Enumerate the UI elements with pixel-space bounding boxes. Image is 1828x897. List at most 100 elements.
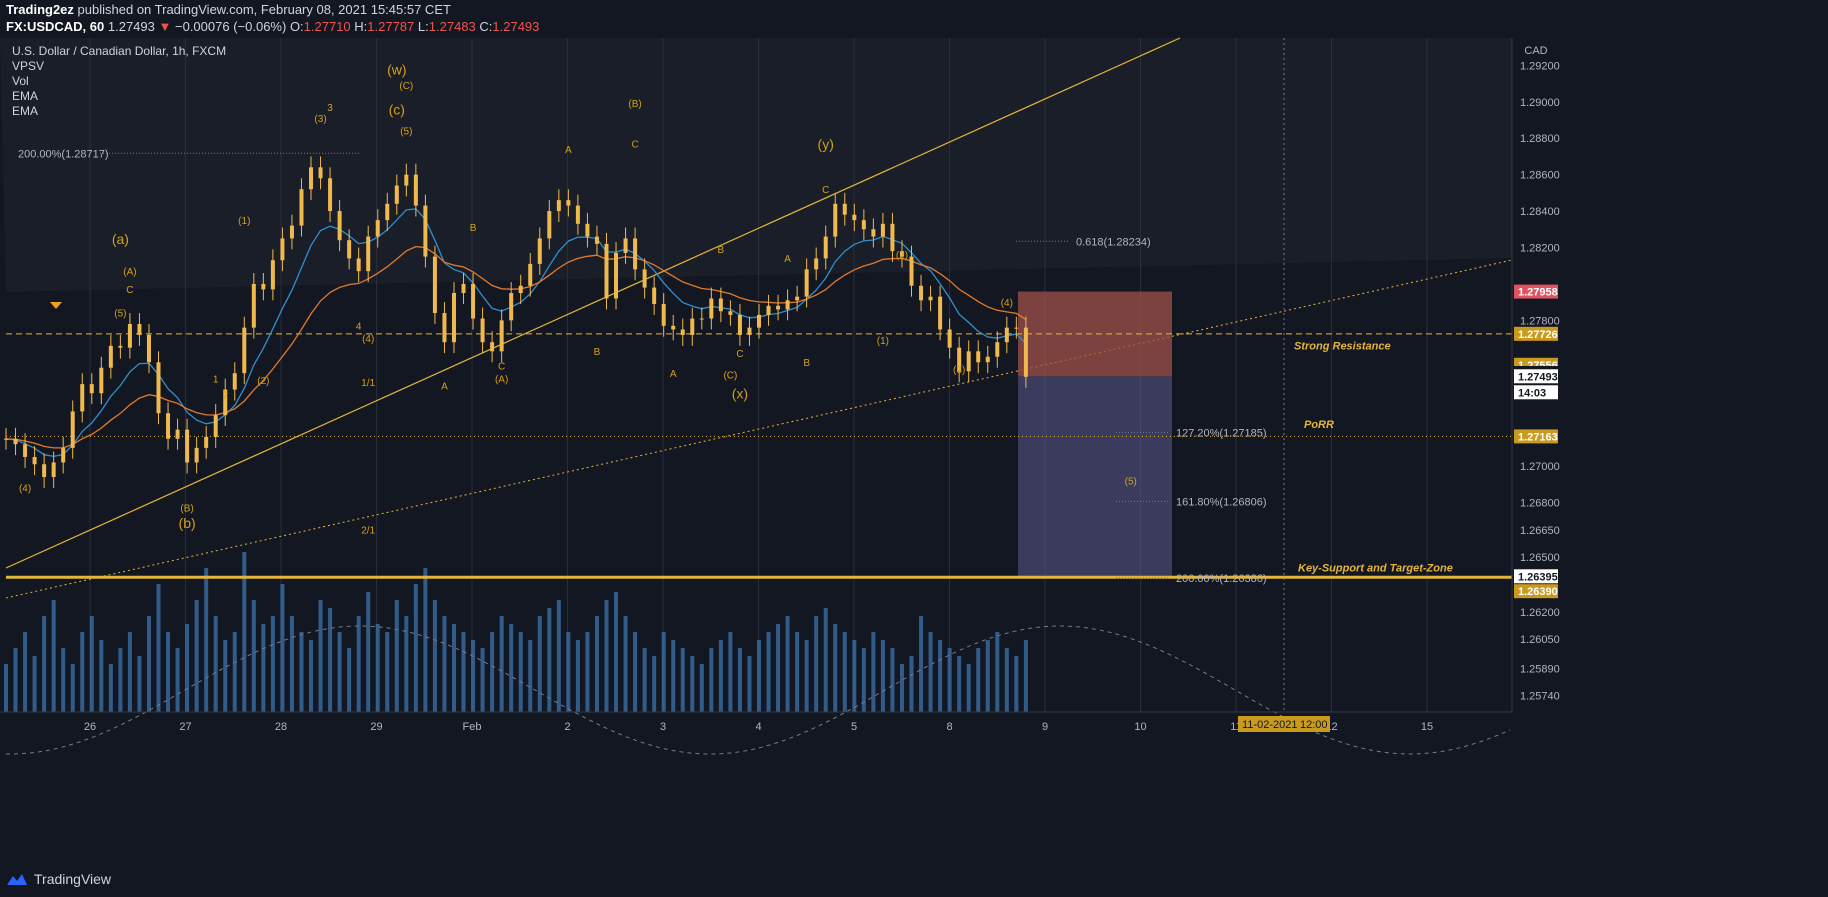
volume-bar bbox=[842, 632, 847, 712]
candle-body bbox=[299, 189, 304, 226]
candle-body bbox=[985, 356, 990, 363]
volume-bar bbox=[728, 632, 733, 712]
candle-body bbox=[871, 229, 876, 237]
wave-label: (B) bbox=[180, 504, 193, 515]
volume-bar bbox=[575, 640, 580, 712]
volume-bar bbox=[633, 632, 638, 712]
candle-body bbox=[928, 296, 933, 301]
candle-body bbox=[919, 285, 924, 301]
candle-body bbox=[4, 438, 8, 440]
price-tag: 1.27493 bbox=[1518, 371, 1558, 383]
volume-bar bbox=[270, 616, 275, 712]
candle-body bbox=[766, 305, 771, 315]
close-label: C: bbox=[479, 19, 493, 34]
price-tick: 1.26800 bbox=[1520, 498, 1560, 510]
wave-label: (2) bbox=[257, 376, 269, 387]
zone-labels: Strong Resistance PoRR Key-Support and Tar… bbox=[1294, 340, 1453, 574]
wave-label: (w) bbox=[387, 61, 406, 77]
price-tag: 1.27726 bbox=[1518, 329, 1558, 341]
time-tick: 2 bbox=[564, 721, 570, 733]
price-tick: 1.28600 bbox=[1520, 170, 1560, 182]
high-label: H: bbox=[354, 19, 368, 34]
upper-trendline bbox=[5, 37, 1181, 569]
volume-bar bbox=[1014, 656, 1019, 712]
crosshair-time: 12:00 bbox=[1300, 719, 1328, 731]
volume-bar bbox=[289, 616, 294, 712]
volume-bar bbox=[547, 608, 552, 712]
volume-bar bbox=[347, 648, 352, 712]
candle-body bbox=[23, 444, 28, 457]
time-tick: 5 bbox=[851, 721, 857, 733]
volume-bar bbox=[127, 632, 132, 712]
marker-triangle-icon bbox=[50, 302, 62, 309]
time-tick: 28 bbox=[275, 721, 287, 733]
volume-bar bbox=[804, 640, 809, 712]
candle-body bbox=[966, 351, 971, 372]
fib-label: 200.00%(1.26386) bbox=[1176, 573, 1267, 585]
candle-body bbox=[280, 238, 285, 261]
volume-bar bbox=[690, 656, 695, 712]
wave-label: C bbox=[631, 139, 638, 150]
volume-bar bbox=[366, 592, 371, 712]
volume-bar bbox=[718, 640, 723, 712]
volume-bar bbox=[766, 632, 771, 712]
volume-bar bbox=[4, 664, 8, 712]
candle-body bbox=[833, 203, 838, 237]
volume-bar bbox=[995, 632, 1000, 712]
low-value: 1.27483 bbox=[428, 19, 476, 34]
wave-label: 1 bbox=[213, 374, 219, 385]
candle-body bbox=[204, 436, 209, 448]
wave-label: (4) bbox=[362, 334, 374, 345]
volume-bar bbox=[833, 624, 838, 712]
volume-bar bbox=[471, 640, 476, 712]
candle-body bbox=[89, 384, 94, 394]
candle-body bbox=[118, 345, 123, 348]
volume-bar bbox=[909, 656, 914, 712]
candle-body bbox=[718, 298, 723, 312]
candle-body bbox=[614, 252, 619, 299]
tradingview-icon bbox=[7, 874, 27, 885]
candle-body bbox=[1004, 327, 1009, 343]
legend-study: Vol bbox=[12, 74, 29, 88]
volume-bar bbox=[509, 624, 514, 712]
wave-label: A bbox=[565, 145, 572, 156]
wave-label: (4) bbox=[19, 484, 31, 495]
volume-bar bbox=[13, 648, 18, 712]
volume-bar bbox=[261, 624, 266, 712]
candle-body bbox=[289, 225, 294, 239]
tradingview-logo[interactable]: TradingView bbox=[6, 871, 111, 887]
candle-body bbox=[232, 373, 237, 390]
legend-study: EMA bbox=[12, 89, 38, 103]
candle-body bbox=[547, 211, 552, 239]
candle-body bbox=[947, 329, 952, 348]
symbol-label: FX:USDCAD, 60 bbox=[6, 19, 105, 34]
candle-body bbox=[366, 236, 371, 272]
price-tick: 1.26200 bbox=[1520, 607, 1560, 619]
time-tick: 26 bbox=[84, 721, 96, 733]
wave-label: A bbox=[784, 254, 791, 265]
volume-bar bbox=[776, 624, 781, 712]
wave-label: (b) bbox=[179, 515, 196, 531]
candle-body bbox=[404, 174, 409, 186]
candle-body bbox=[585, 223, 590, 237]
volume-bar bbox=[51, 600, 56, 712]
candle-body bbox=[194, 447, 199, 463]
time-tick: 10 bbox=[1134, 721, 1146, 733]
candle-body bbox=[451, 293, 456, 343]
candle-body bbox=[385, 203, 390, 221]
candle-body bbox=[537, 238, 542, 264]
fib-levels: 200.00%(1.28717) 0.618(1.28234) 127.20%(1.… bbox=[18, 148, 1267, 585]
time-tick: 9 bbox=[1042, 721, 1048, 733]
volume-bar bbox=[451, 624, 456, 712]
volume-bar bbox=[223, 640, 228, 712]
fib-label: 0.618(1.28234) bbox=[1076, 236, 1151, 248]
volume-bar bbox=[699, 664, 704, 712]
wave-label: 2/1 bbox=[361, 525, 375, 536]
candle-body bbox=[957, 347, 962, 372]
volume-bar bbox=[1023, 640, 1028, 712]
wave-label: B bbox=[718, 245, 725, 256]
volume-bar bbox=[976, 648, 981, 712]
volume-bar bbox=[985, 640, 990, 712]
